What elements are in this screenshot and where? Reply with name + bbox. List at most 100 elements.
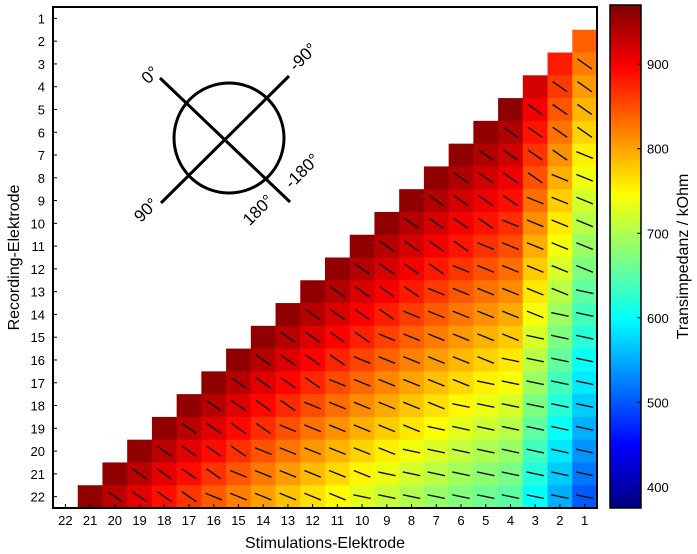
phase-arrow bbox=[403, 424, 421, 433]
y-tick-label: 9 bbox=[38, 194, 45, 209]
phase-arrow bbox=[551, 402, 569, 409]
phase-arrow bbox=[575, 402, 594, 409]
y-tick-label: 6 bbox=[38, 125, 45, 140]
phase-arrow bbox=[477, 242, 495, 251]
y-tick-label: 1 bbox=[38, 11, 45, 26]
phase-circle bbox=[172, 81, 286, 195]
phase-arrow bbox=[476, 425, 495, 431]
phase-arrow bbox=[478, 194, 494, 207]
heatmap-cell bbox=[300, 280, 326, 304]
heatmap-cells bbox=[77, 29, 598, 509]
heatmap-cell bbox=[349, 234, 375, 258]
heatmap-cell bbox=[399, 189, 425, 213]
phase-arrow bbox=[181, 445, 197, 457]
phase-arrow bbox=[427, 310, 445, 319]
x-tick-label: 17 bbox=[182, 513, 196, 528]
phase-arrow bbox=[477, 333, 495, 342]
phase-arrow bbox=[477, 310, 495, 319]
phase-arrow bbox=[452, 448, 470, 454]
phase-label-minus90: -90° bbox=[285, 39, 321, 75]
phase-arrow bbox=[354, 331, 370, 343]
y-tick-label: 8 bbox=[38, 171, 45, 186]
phase-arrow bbox=[502, 126, 519, 138]
x-tick-label: 5 bbox=[482, 513, 489, 528]
y-tick-label: 16 bbox=[31, 353, 45, 368]
heatmap-cell bbox=[77, 485, 103, 509]
phase-arrow bbox=[428, 217, 444, 230]
phase-arrow bbox=[526, 219, 544, 228]
y-tick-label: 11 bbox=[32, 239, 46, 254]
phase-legend-diagram: 0° -90° 90° 180° -180° bbox=[130, 39, 323, 229]
phase-arrow bbox=[378, 401, 396, 410]
phase-arrow bbox=[353, 447, 371, 456]
colorbar-tick-label: 700 bbox=[647, 226, 669, 241]
phase-arrow bbox=[279, 447, 297, 456]
x-tick-label: 6 bbox=[457, 513, 464, 528]
colorbar-tick-label: 400 bbox=[647, 480, 669, 495]
phase-arrow bbox=[477, 287, 495, 296]
phase-arrow bbox=[576, 242, 594, 251]
colorbar-label: Transimpedanz / kOhm bbox=[675, 174, 692, 340]
phase-arrow bbox=[328, 469, 346, 478]
phase-arrow bbox=[255, 422, 271, 434]
heatmap-cell bbox=[473, 120, 499, 145]
heatmap-cell bbox=[250, 325, 276, 349]
phase-arrow bbox=[551, 357, 569, 363]
phase-arrow bbox=[452, 378, 470, 387]
x-tick-label: 2 bbox=[556, 513, 563, 528]
phase-arrow bbox=[377, 494, 396, 500]
phase-arrow bbox=[501, 425, 520, 431]
phase-arrow bbox=[452, 333, 470, 342]
phase-arrow bbox=[403, 355, 421, 364]
phase-arrow bbox=[552, 126, 568, 138]
phase-arrow bbox=[379, 285, 395, 298]
phase-arrow bbox=[501, 402, 520, 409]
phase-arrow bbox=[402, 494, 421, 500]
y-tick-label: 18 bbox=[31, 399, 45, 414]
x-tick-label: 11 bbox=[331, 513, 345, 528]
phase-arrow bbox=[552, 149, 568, 161]
colorbar-tick-label: 800 bbox=[647, 142, 669, 157]
heatmap-cell bbox=[201, 371, 227, 395]
phase-arrow bbox=[280, 331, 296, 343]
phase-arrow bbox=[156, 490, 172, 503]
phase-arrow bbox=[329, 331, 346, 343]
colorbar-ticks: 400 500 600 700 800 900 bbox=[637, 57, 669, 495]
heatmap-cell bbox=[374, 211, 400, 236]
phase-arrow bbox=[526, 357, 545, 363]
phase-arrow bbox=[354, 308, 370, 321]
phase-arrow bbox=[329, 354, 346, 366]
x-tick-label: 1 bbox=[581, 513, 588, 528]
heatmap-cell bbox=[127, 439, 153, 463]
phase-arrow bbox=[478, 172, 494, 184]
phase-arrow bbox=[452, 402, 470, 409]
y-axis-label: Recording-Elektrode bbox=[6, 184, 23, 330]
x-tick-label: 8 bbox=[408, 513, 415, 528]
heatmap-cell bbox=[275, 303, 301, 327]
phase-arrow bbox=[575, 357, 594, 363]
phase-arrow bbox=[501, 264, 519, 273]
y-tick-label: 17 bbox=[31, 376, 45, 391]
phase-arrow bbox=[427, 333, 445, 342]
x-tick-label: 13 bbox=[281, 513, 295, 528]
heatmap-cell bbox=[176, 394, 202, 418]
x-tick-label: 12 bbox=[305, 513, 319, 528]
y-tick-label: 14 bbox=[31, 307, 45, 322]
phase-arrow bbox=[181, 468, 197, 480]
phase-arrow bbox=[526, 334, 545, 340]
phase-arrow bbox=[206, 445, 222, 457]
phase-arrow bbox=[156, 468, 172, 480]
phase-arrow bbox=[427, 355, 445, 364]
phase-arrow bbox=[353, 494, 371, 500]
phase-arrow bbox=[501, 494, 520, 500]
phase-arrow bbox=[551, 448, 569, 454]
phase-arrow bbox=[229, 469, 247, 478]
phase-arrow bbox=[255, 399, 271, 412]
phase-arrow bbox=[501, 242, 519, 251]
phase-arrow bbox=[328, 447, 346, 456]
x-tick-label: 15 bbox=[231, 513, 245, 528]
x-tick-label: 9 bbox=[383, 513, 390, 528]
phase-arrow bbox=[279, 469, 297, 478]
y-tick-label: 2 bbox=[38, 34, 45, 49]
phase-arrow bbox=[254, 492, 272, 501]
